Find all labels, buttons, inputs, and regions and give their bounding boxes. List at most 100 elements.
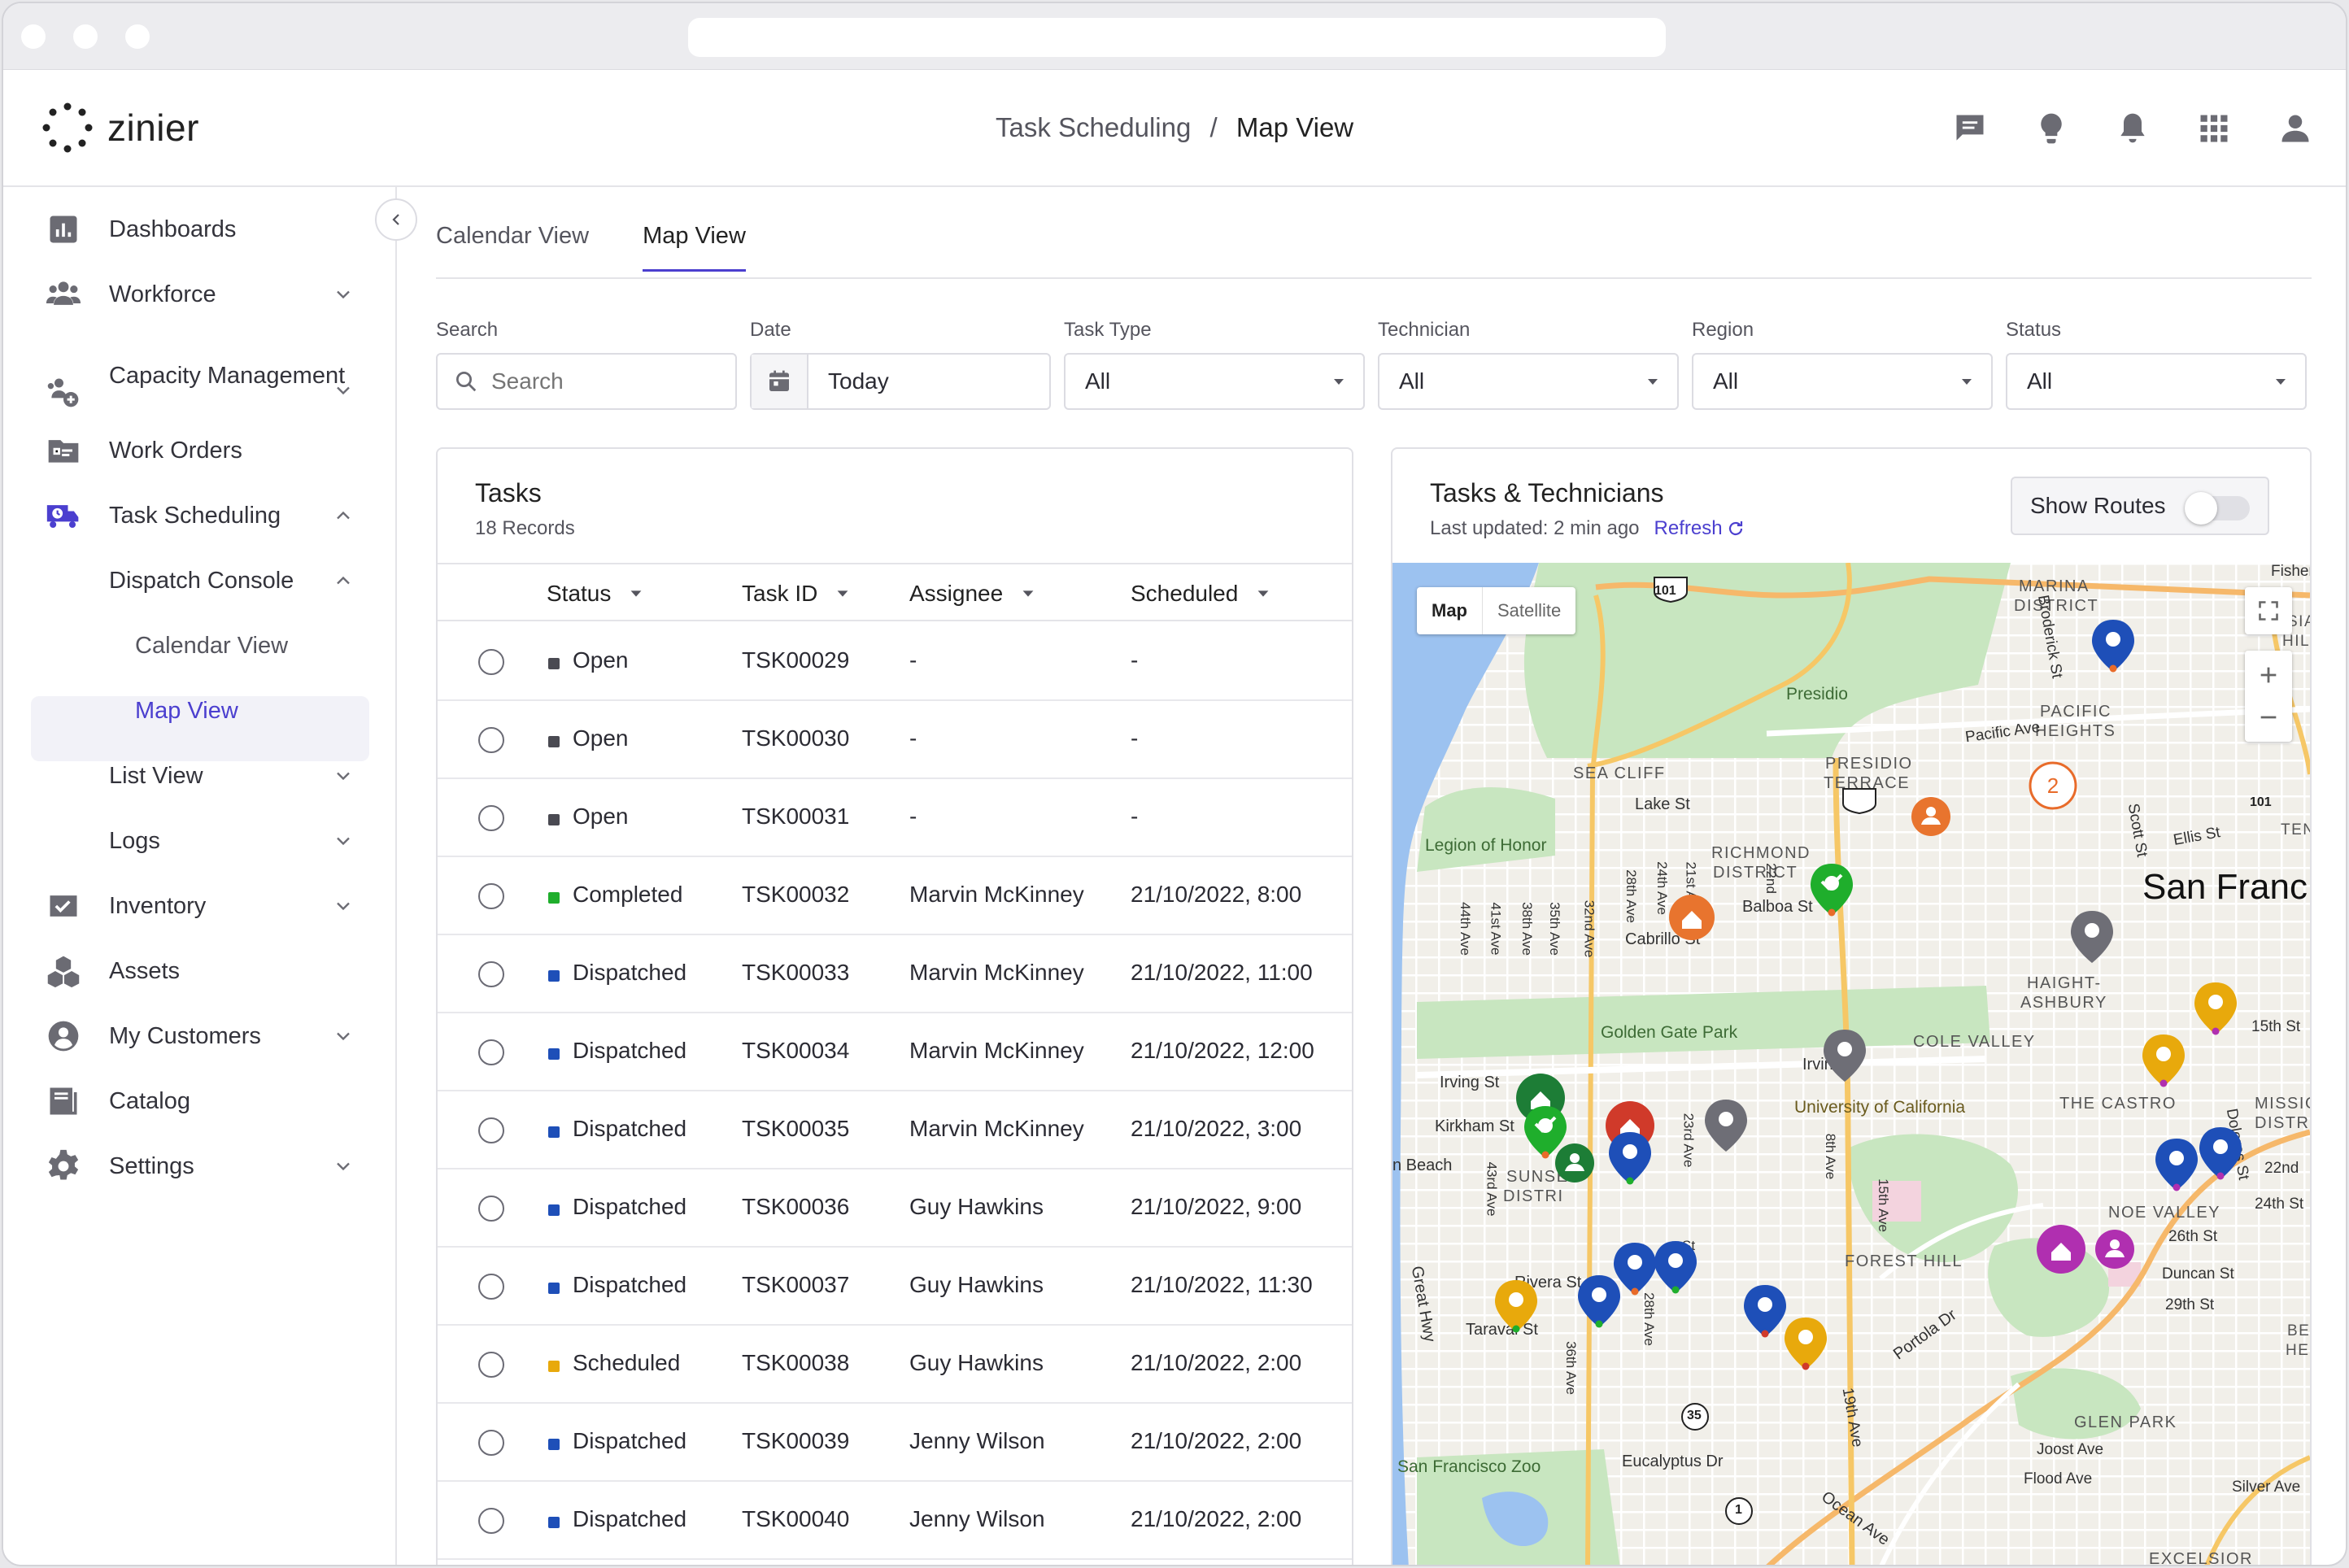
row-select-radio[interactable]	[478, 1117, 504, 1143]
map-pin-gray-haight[interactable]	[2071, 911, 2113, 963]
map-pin-yellow-15th[interactable]	[2194, 982, 2237, 1035]
bell-icon[interactable]	[2115, 111, 2151, 146]
task-id-cell[interactable]: TSK00030	[742, 725, 850, 751]
map-type-satellite-button[interactable]: Satellite	[1482, 587, 1575, 634]
row-select-radio[interactable]	[478, 1352, 504, 1378]
technician-marker-green[interactable]	[1555, 1143, 1594, 1183]
window-maximize-dot[interactable]	[125, 24, 150, 49]
table-row[interactable]: Dispatched TSK00033 Marvin McKinney 21/10/2…	[438, 935, 1352, 1013]
status-select[interactable]: All	[2006, 353, 2307, 410]
row-select-radio[interactable]	[478, 1196, 504, 1222]
task-id-cell[interactable]: TSK00032	[742, 882, 850, 907]
map-pin-blue-noe[interactable]	[2155, 1139, 2198, 1191]
map-pin-blue-sunset[interactable]	[1609, 1132, 1651, 1185]
row-select-radio[interactable]	[478, 883, 504, 909]
breadcrumb-current: Map View	[1236, 112, 1354, 142]
zinier-logo[interactable]: zinier	[42, 102, 199, 153]
table-row[interactable]: Completed TSK00032 Marvin McKinney 21/10/20…	[438, 857, 1352, 935]
region-select[interactable]: All	[1692, 353, 1993, 410]
task-id-cell[interactable]: TSK00035	[742, 1116, 850, 1141]
task-id-cell[interactable]: TSK00040	[742, 1506, 850, 1531]
task-id-cell[interactable]: TSK00031	[742, 804, 850, 829]
task-id-cell[interactable]: TSK00037	[742, 1272, 850, 1297]
row-select-radio[interactable]	[478, 1508, 504, 1534]
technician-filter: Technician All	[1378, 319, 1679, 410]
breadcrumb-parent[interactable]: Task Scheduling	[996, 112, 1192, 142]
fullscreen-button[interactable]	[2245, 587, 2292, 634]
refresh-icon[interactable]	[1726, 519, 1745, 538]
home-marker-purple[interactable]	[2037, 1225, 2085, 1274]
show-routes-toggle[interactable]	[2185, 492, 2250, 525]
row-select-radio[interactable]	[478, 1274, 504, 1300]
row-select-radio[interactable]	[478, 1430, 504, 1456]
29th-st-label: 29th St	[2165, 1296, 2215, 1313]
map-canvas[interactable]: 101 101 35 1 Presidio MARINA DISTRICT PA…	[1392, 563, 2310, 1565]
task-id-cell[interactable]: TSK00038	[742, 1350, 850, 1375]
scheduled-cell: 21/10/2022, 11:30	[1131, 1272, 1313, 1297]
map-pin-gray-sunset[interactable]	[1705, 1100, 1747, 1152]
row-select-radio[interactable]	[478, 727, 504, 753]
task-id-cell[interactable]: TSK00036	[742, 1194, 850, 1219]
row-select-radio[interactable]	[478, 649, 504, 675]
column-header-status[interactable]: Status	[547, 581, 645, 607]
completed-check-marker-sunset[interactable]	[1524, 1106, 1567, 1159]
table-row[interactable]: Scheduled TSK00038 Guy Hawkins 21/10/2022, …	[438, 1326, 1352, 1404]
window-close-dot[interactable]	[21, 24, 46, 49]
map-pin-blue-rivera-2[interactable]	[1654, 1241, 1697, 1294]
row-select-radio[interactable]	[478, 805, 504, 831]
zoom-out-icon[interactable]	[2257, 706, 2280, 729]
map-type-map-button[interactable]: Map	[1432, 600, 1467, 621]
row-select-radio[interactable]	[478, 961, 504, 987]
column-header-scheduled[interactable]: Scheduled	[1131, 581, 1272, 607]
tab-calendar-view[interactable]: Calendar View	[436, 223, 590, 249]
sidebar-collapse-button[interactable]	[375, 198, 417, 241]
home-marker-orange[interactable]	[1669, 895, 1715, 940]
technician-marker-purple[interactable]	[2095, 1230, 2134, 1269]
table-row[interactable]: Dispatched TSK00036 Guy Hawkins 21/10/2022,…	[438, 1169, 1352, 1248]
map-pin-gray-ucsf[interactable]	[1824, 1030, 1866, 1082]
task-id-cell[interactable]: TSK00034	[742, 1038, 850, 1063]
map-pin-blue-rivera-1[interactable]	[1614, 1243, 1656, 1296]
map-pin-yellow-castro[interactable]	[2142, 1034, 2185, 1087]
task-id-cell[interactable]: TSK00039	[742, 1428, 850, 1453]
hw101b-label: 101	[2250, 795, 2272, 809]
search-input[interactable]	[491, 368, 711, 394]
map-pin-blue-marina[interactable]	[2092, 620, 2134, 673]
date-picker[interactable]: Today	[750, 353, 1051, 410]
table-row[interactable]: Dispatched TSK00035 Marvin McKinney 21/10/2…	[438, 1091, 1352, 1169]
zoom-in-icon[interactable]	[2257, 664, 2280, 686]
map-pin-yellow-portola[interactable]	[1785, 1318, 1827, 1370]
lightbulb-icon[interactable]	[2033, 111, 2069, 146]
duncan-st-label: Duncan St	[2162, 1265, 2234, 1283]
row-select-radio[interactable]	[478, 1039, 504, 1065]
table-row[interactable]: Dispatched TSK00040 Jenny Wilson 21/10/2022…	[438, 1482, 1352, 1560]
table-row[interactable]: Open TSK00030 - -	[438, 701, 1352, 779]
map-pin-blue-taraval[interactable]	[1578, 1275, 1620, 1328]
table-row[interactable]: Dispatched TSK00034 Marvin McKinney 21/10/2…	[438, 1013, 1352, 1091]
technician-select[interactable]: All	[1378, 353, 1679, 410]
tab-map-view[interactable]: Map View	[643, 223, 746, 272]
table-row[interactable]: Dispatched TSK00039 Jenny Wilson 21/10/2022…	[438, 1404, 1352, 1482]
table-row[interactable]: Open TSK00031 - -	[438, 779, 1352, 857]
column-header-assignee[interactable]: Assignee	[909, 581, 1037, 607]
completed-check-marker[interactable]	[1811, 864, 1853, 917]
apps-grid-icon[interactable]	[2196, 111, 2232, 146]
task-id-cell[interactable]: TSK00033	[742, 960, 850, 985]
cluster-marker[interactable]: 2	[2029, 761, 2077, 810]
address-bar[interactable]	[688, 18, 1666, 57]
column-header-task-id[interactable]: Task ID	[742, 581, 852, 607]
map-pin-blue-24th[interactable]	[2199, 1127, 2242, 1180]
map-pin-blue-19th[interactable]	[1744, 1285, 1786, 1338]
technician-marker-orange[interactable]	[1911, 797, 1950, 836]
sidebar-item-capacity-management[interactable]: Capacity Management	[3, 359, 397, 425]
map-pin-yellow-taraval[interactable]	[1495, 1280, 1537, 1333]
table-row[interactable]: Dispatched TSK00037 Guy Hawkins 21/10/2022,…	[438, 1248, 1352, 1326]
user-profile-icon[interactable]	[2277, 111, 2313, 146]
task-type-select[interactable]: All	[1064, 353, 1365, 410]
refresh-link[interactable]: Refresh	[1654, 517, 1723, 539]
table-row[interactable]: Open TSK00029 - -	[438, 623, 1352, 701]
calendar-button[interactable]	[752, 355, 808, 408]
chat-icon[interactable]	[1952, 111, 1988, 146]
window-minimize-dot[interactable]	[73, 24, 98, 49]
task-id-cell[interactable]: TSK00029	[742, 647, 850, 673]
